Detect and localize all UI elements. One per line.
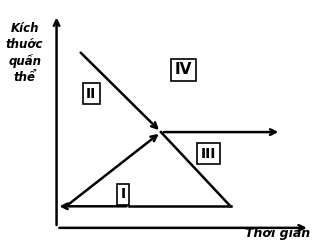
Text: Thời gian: Thời gian bbox=[245, 227, 310, 240]
Text: II: II bbox=[86, 87, 97, 101]
Text: IV: IV bbox=[175, 62, 192, 77]
Text: I: I bbox=[120, 187, 126, 201]
Text: Kích
thuớc
quần
thể: Kích thuớc quần thể bbox=[6, 22, 43, 84]
Text: III: III bbox=[201, 147, 216, 161]
